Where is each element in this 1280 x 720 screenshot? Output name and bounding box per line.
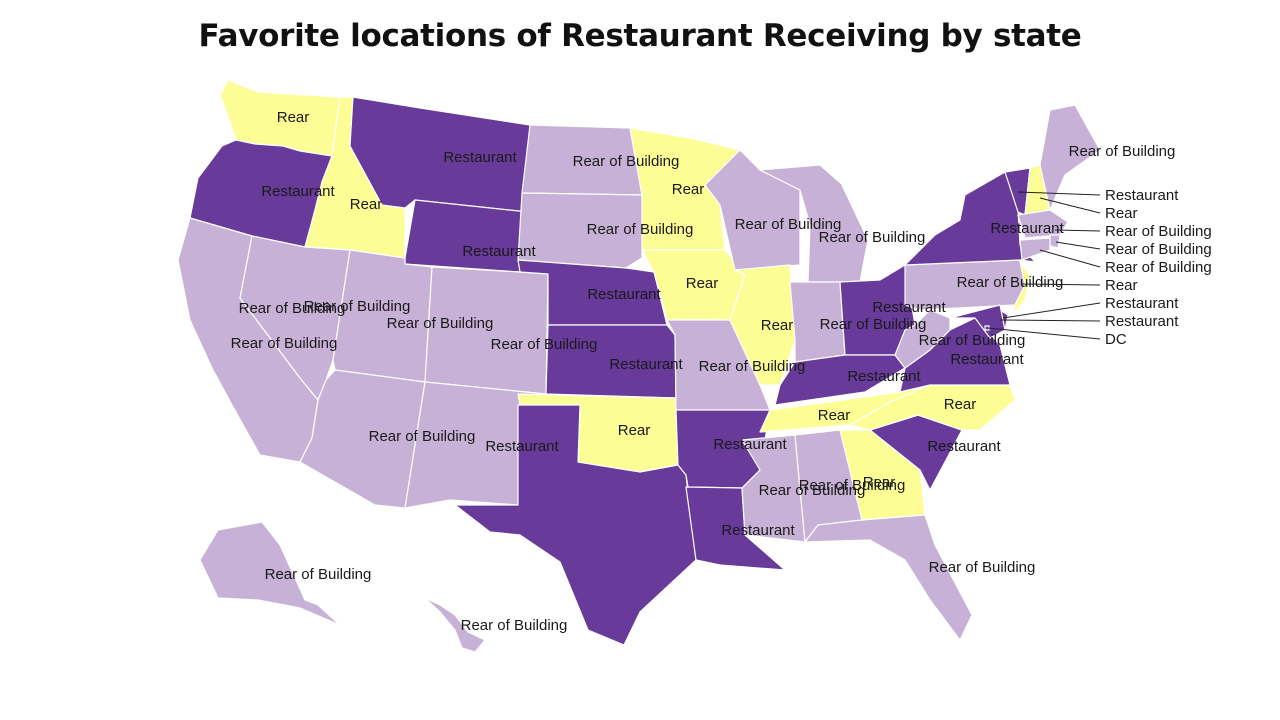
state-wy [404, 199, 529, 273]
callout-leaders [987, 191, 1101, 340]
state-ky [774, 354, 906, 406]
state-nc [849, 384, 1016, 431]
state-label-oh: Restaurant [872, 299, 946, 316]
state-label-ms: Rear of Building [759, 482, 866, 499]
state-nj [1011, 261, 1031, 316]
state-label-ks: Restaurant [609, 356, 683, 373]
state-label-nd: Rear of Building [573, 153, 680, 170]
state-label-nc: Rear [944, 396, 977, 413]
state-label-wv: Rear of Building [919, 332, 1026, 349]
leader-line-vt [1017, 191, 1101, 196]
state-ga [839, 429, 926, 521]
leader-line-de [1002, 302, 1101, 319]
leader-line-ma [1054, 229, 1101, 232]
state-wv [894, 309, 951, 369]
state-label-vt: Restaurant [1105, 187, 1179, 204]
state-label-tx: Restaurant [485, 438, 559, 455]
state-shapes [177, 79, 1101, 653]
state-label-sd: Rear of Building [587, 221, 694, 238]
state-nm [404, 381, 547, 509]
leader-line-nh [1039, 197, 1101, 214]
state-label-ok: Rear [618, 422, 651, 439]
leader-line-ri [1055, 241, 1101, 250]
state-label-fl: Rear of Building [929, 559, 1036, 576]
state-label-co: Rear of Building [387, 315, 494, 332]
state-label-me: Rear of Building [1069, 143, 1176, 160]
state-co [424, 266, 549, 395]
state-label-tn: Rear [818, 407, 851, 424]
state-label-il: Rear [761, 317, 794, 334]
state-label-de: Restaurant [1105, 295, 1179, 312]
state-md [949, 304, 1006, 339]
state-label-al: Rear of Building [799, 477, 906, 494]
state-label-nv: Rear of Building [239, 300, 346, 317]
state-label-ak: Rear of Building [265, 566, 372, 583]
state-label-mi: Rear of Building [819, 229, 926, 246]
leader-line-dc [987, 327, 1101, 340]
state-label-ri: Rear of Building [1105, 241, 1212, 258]
state-sd [517, 192, 643, 269]
state-label-ia: Rear [686, 275, 719, 292]
state-label-ca: Rear of Building [231, 335, 338, 352]
state-label-ar: Restaurant [713, 436, 787, 453]
state-il [729, 264, 796, 386]
state-label-wy: Restaurant [462, 243, 536, 260]
state-label-ny: Restaurant [990, 220, 1064, 237]
state-ct [1019, 237, 1051, 261]
state-label-in: Rear of Building [820, 316, 927, 333]
leader-line-md [999, 319, 1101, 322]
state-label-md: Restaurant [1105, 313, 1179, 330]
state-label-pa: Rear of Building [957, 274, 1064, 291]
state-label-hi: Rear of Building [461, 617, 568, 634]
state-mi [759, 164, 869, 283]
state-label-nh: Rear [1105, 205, 1138, 222]
state-label-nm: Rear of Building [491, 336, 598, 353]
leader-line-ct [1039, 249, 1101, 268]
map-title: Favorite locations of Restaurant Receivi… [198, 18, 1082, 54]
state-label-ma: Rear of Building [1105, 223, 1212, 240]
state-label-sc: Restaurant [927, 438, 1001, 455]
state-label-mt: Restaurant [443, 149, 517, 166]
state-ma [1017, 209, 1069, 239]
state-fl [804, 514, 973, 641]
state-label-id: Rear [350, 196, 383, 213]
state-label-mn: Rear [672, 181, 705, 198]
leader-line-nj [1021, 283, 1101, 286]
state-label-ga: Rear [863, 474, 896, 491]
state-label-va: Restaurant [950, 351, 1024, 368]
state-hi [424, 597, 486, 653]
state-label-ct: Rear of Building [1105, 259, 1212, 276]
state-label-nj: Rear [1105, 277, 1138, 294]
state-label-wi: Rear of Building [735, 216, 842, 233]
state-label-mo: Rear of Building [699, 358, 806, 375]
state-label-dc: DC [1105, 331, 1127, 348]
state-label-wa: Rear [277, 109, 310, 126]
state-ak [199, 521, 341, 626]
state-label-la: Restaurant [721, 522, 795, 539]
state-label-az: Rear of Building [369, 428, 476, 445]
state-label-ky: Restaurant [847, 368, 921, 385]
state-dc [984, 325, 990, 331]
state-label-ut: Rear of Building [304, 298, 411, 315]
state-label-or: Restaurant [261, 183, 335, 200]
state-tx [454, 404, 697, 646]
state-label-ne: Restaurant [587, 286, 661, 303]
